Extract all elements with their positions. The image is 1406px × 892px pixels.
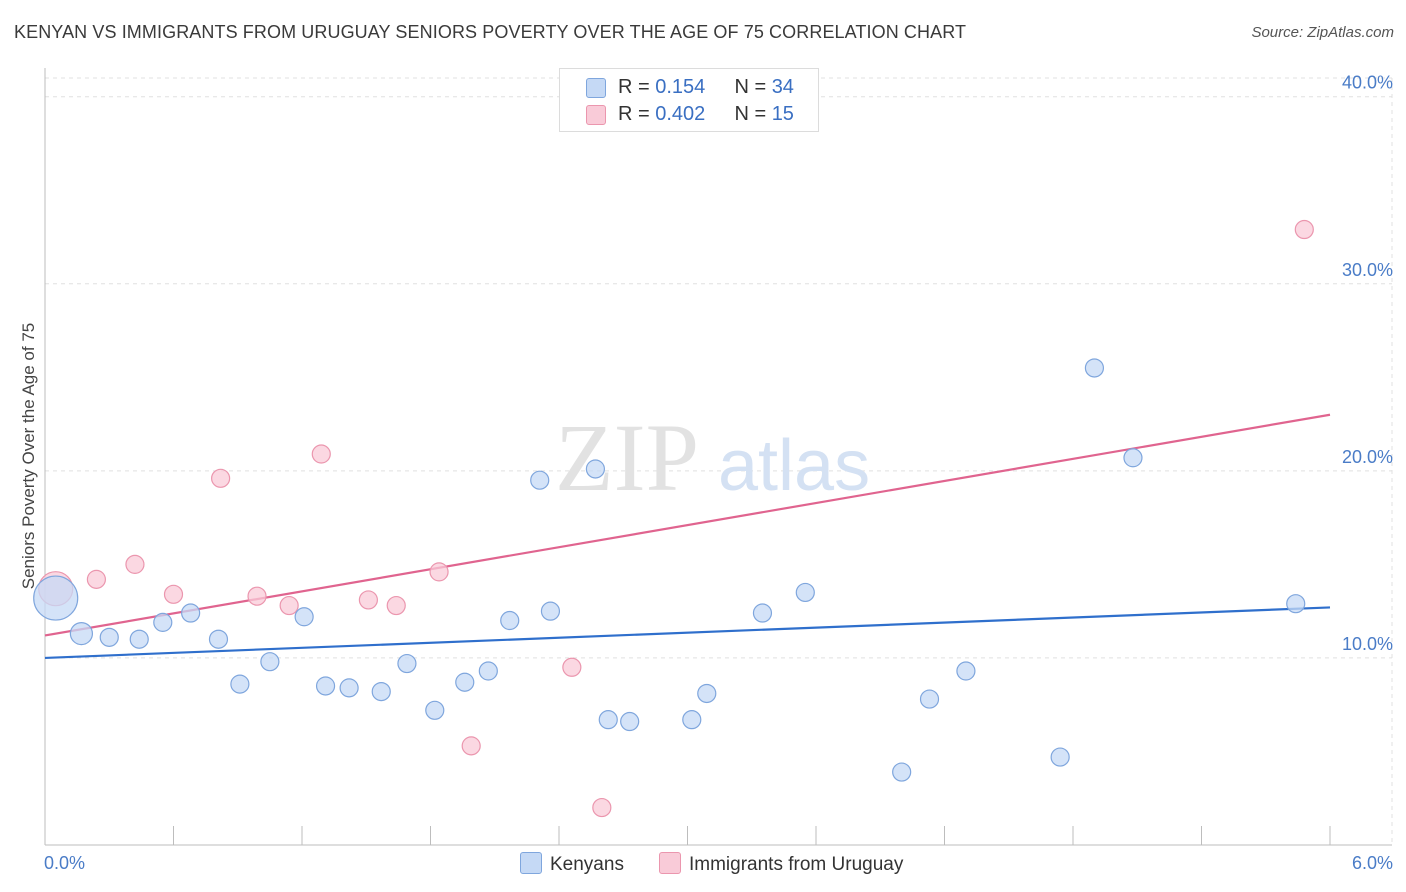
scatter-point bbox=[585, 459, 606, 479]
scatter-point bbox=[1286, 594, 1306, 614]
scatter-point bbox=[620, 711, 640, 732]
scatter-point bbox=[697, 683, 717, 704]
scatter-point bbox=[279, 595, 299, 616]
scatter-point bbox=[540, 601, 561, 621]
y-tick-label: 40.0% bbox=[1342, 73, 1393, 93]
scatter-point bbox=[478, 661, 498, 681]
points-layer bbox=[33, 219, 1314, 818]
scatter-point bbox=[429, 562, 449, 582]
scatter-point bbox=[99, 627, 119, 647]
legend-r-value: 0.402 bbox=[655, 103, 706, 125]
correlation-legend: R = 0.154 N = 34 R = 0.402 N = 15 bbox=[559, 68, 819, 132]
scatter-point bbox=[461, 736, 481, 756]
series-label-uruguay: Immigrants from Uruguay bbox=[689, 854, 904, 875]
legend-r-label: R = bbox=[618, 76, 656, 98]
legend-swatch-kenyans bbox=[586, 78, 606, 98]
scatter-point bbox=[592, 797, 612, 818]
scatter-point bbox=[163, 584, 184, 604]
series-legend-kenyans: Kenyans bbox=[520, 852, 624, 876]
scatter-point bbox=[86, 569, 107, 589]
scatter-point bbox=[1050, 747, 1070, 767]
source-credit: Source: ZipAtlas.com bbox=[1251, 24, 1394, 41]
legend-n-value: 15 bbox=[771, 103, 794, 125]
y-tick-label: 20.0% bbox=[1342, 447, 1393, 467]
scatter-point bbox=[125, 554, 145, 574]
scatter-point bbox=[1084, 358, 1105, 378]
y-axis-label: Seniors Poverty Over the Age of 75 bbox=[19, 323, 38, 589]
legend-n-value: 34 bbox=[771, 76, 794, 98]
legend-row-uruguay: R = 0.402 N = 15 bbox=[618, 103, 794, 126]
scatter-point bbox=[294, 607, 314, 627]
legend-n-label: N = bbox=[734, 103, 772, 125]
scatter-point bbox=[1123, 448, 1143, 468]
series-label-kenyans: Kenyans bbox=[550, 854, 624, 875]
watermark-atlas: atlas bbox=[718, 426, 870, 506]
series-legend-uruguay: Immigrants from Uruguay bbox=[659, 852, 903, 876]
scatter-point bbox=[425, 700, 445, 720]
scatter-point bbox=[33, 575, 79, 621]
legend-swatch-uruguay bbox=[586, 105, 606, 125]
chart-title: KENYAN VS IMMIGRANTS FROM URUGUAY SENIOR… bbox=[14, 22, 967, 42]
legend-r-value: 0.154 bbox=[655, 76, 706, 98]
watermark-zip: ZIP bbox=[555, 404, 699, 511]
scatter-point bbox=[795, 582, 815, 603]
scatter-point bbox=[371, 681, 391, 702]
series-swatch-uruguay bbox=[659, 852, 681, 874]
scatter-point bbox=[892, 762, 912, 782]
y-tick-label: 10.0% bbox=[1342, 634, 1393, 654]
scatter-point bbox=[69, 622, 94, 646]
axes-layer: 10.0% 20.0% 30.0% 40.0% 0.0% 6.0% bbox=[44, 68, 1393, 873]
scatter-point bbox=[919, 689, 940, 709]
scatter-point bbox=[1294, 219, 1314, 240]
scatter-point bbox=[530, 470, 550, 490]
scatter-point bbox=[230, 674, 250, 694]
scatter-point bbox=[500, 610, 520, 631]
series-swatch-kenyans bbox=[520, 852, 542, 874]
x-tick-label: 6.0% bbox=[1352, 853, 1393, 873]
legend-row-kenyans: R = 0.154 N = 34 bbox=[618, 76, 794, 99]
scatter-point bbox=[956, 661, 976, 681]
scatter-point bbox=[260, 652, 280, 672]
scatter-point bbox=[129, 629, 149, 649]
scatter-point bbox=[208, 629, 229, 649]
legend-r-label: R = bbox=[618, 103, 656, 125]
scatter-point bbox=[682, 710, 702, 730]
x-tick-label: 0.0% bbox=[44, 853, 85, 873]
scatter-point bbox=[752, 603, 773, 623]
scatter-point bbox=[153, 612, 173, 632]
scatter-point bbox=[311, 444, 331, 464]
scatter-point bbox=[315, 676, 336, 696]
scatter-point bbox=[562, 657, 582, 677]
scatter-point bbox=[397, 653, 417, 674]
scatter-point bbox=[386, 595, 406, 616]
y-tick-label: 30.0% bbox=[1342, 260, 1393, 280]
scatter-point bbox=[339, 678, 359, 698]
scatter-point bbox=[181, 603, 201, 623]
trend-line bbox=[44, 606, 1331, 660]
scatter-point bbox=[247, 586, 267, 606]
scatter-point bbox=[455, 672, 475, 692]
legend-n-label: N = bbox=[734, 76, 772, 98]
scatter-point bbox=[211, 468, 231, 488]
scatter-point bbox=[598, 710, 618, 730]
scatter-point bbox=[358, 590, 378, 610]
watermark: ZIP atlas bbox=[555, 404, 870, 511]
